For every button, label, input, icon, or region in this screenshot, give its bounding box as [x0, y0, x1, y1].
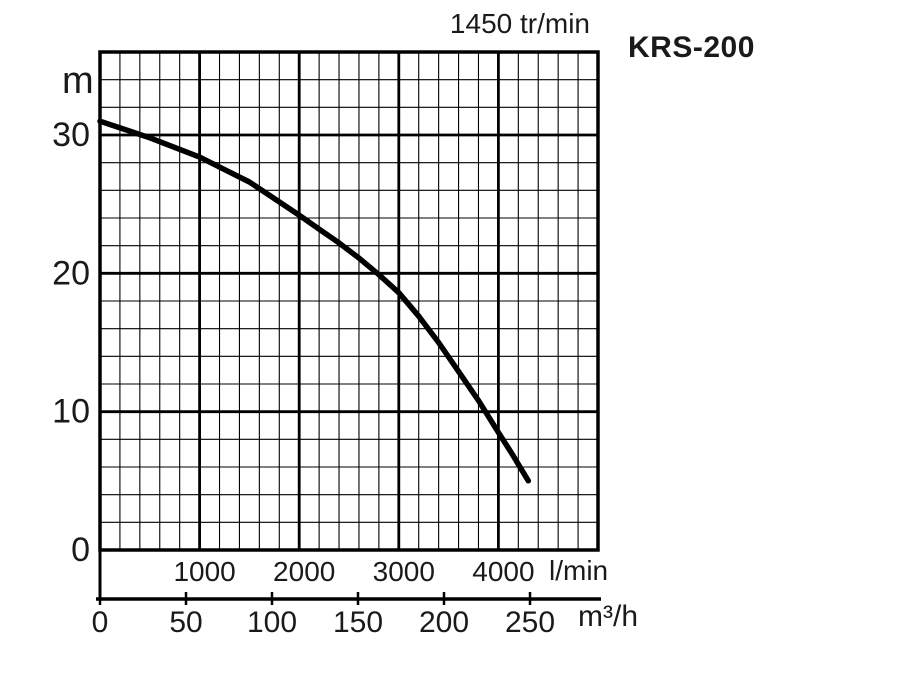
plot-border — [98, 50, 600, 552]
x-m3h-tick-label: 200 — [419, 606, 469, 639]
x-lmin-tick-label: 1000 — [173, 556, 235, 587]
x-axis-unit-m3h-label: m³/h — [578, 600, 638, 633]
y-axis-unit-label: m — [62, 60, 94, 102]
y-tick-label: 0 — [71, 531, 90, 569]
y-tick-label: 20 — [52, 254, 90, 292]
model-label: KRS-200 — [628, 31, 755, 64]
x-axis-unit-lmin-label: l/min — [549, 555, 609, 586]
x-lmin-tick-label: 4000 — [472, 556, 534, 587]
x-m3h-tick-label: 100 — [247, 606, 297, 639]
x-m3h-tick-label: 50 — [169, 606, 202, 639]
head-flow-curve — [97, 118, 532, 484]
x-m3h-tick-label: 150 — [333, 606, 383, 639]
x-m3h-tick-label: 0 — [92, 606, 109, 639]
x-m3h-tick-label: 250 — [505, 606, 555, 639]
y-tick-label: 30 — [52, 116, 90, 154]
x-lmin-tick-label: 2000 — [273, 556, 335, 587]
x-lmin-tick-label: 3000 — [373, 556, 435, 587]
y-tick-label: 10 — [52, 393, 90, 431]
chart-title-speed: 1450 tr/min — [449, 8, 590, 39]
